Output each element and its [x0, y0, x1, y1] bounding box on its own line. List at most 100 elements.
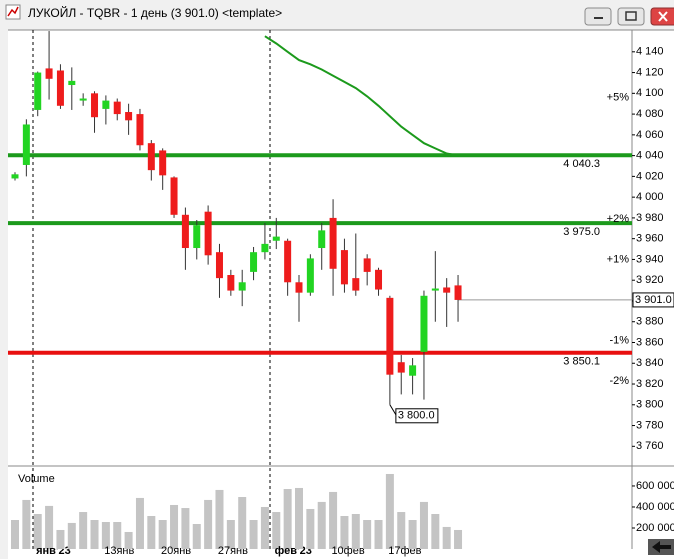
volume-bar: [363, 520, 372, 549]
y-tick-label: 3 780: [636, 419, 664, 431]
candle-body: [113, 101, 121, 115]
candle-body: [170, 177, 178, 215]
volume-bar: [374, 520, 383, 549]
volume-tick-label: 400 000: [636, 501, 674, 513]
y-tick-label: 3 760: [636, 440, 664, 452]
low-pointer: [389, 404, 397, 416]
close-icon: [658, 11, 668, 22]
percent-mark: +1%: [607, 253, 630, 265]
volume-bar: [329, 491, 338, 549]
candle-body: [204, 211, 212, 256]
candle-body: [363, 258, 371, 272]
level-label: 3 850.1: [563, 356, 600, 368]
y-tick-label: 3 820: [636, 378, 664, 390]
candle-body: [79, 98, 87, 101]
y-tick-label: 4 000: [636, 191, 664, 203]
y-tick-label: 4 060: [636, 129, 664, 141]
y-tick-label: 4 120: [636, 66, 664, 78]
volume-bar: [45, 505, 54, 549]
candle-body: [329, 217, 337, 269]
last-price-box: [632, 292, 674, 308]
y-tick-label: 4 080: [636, 108, 664, 120]
volume-bar: [113, 522, 122, 549]
y-tick-label: 4 040: [636, 150, 664, 162]
y-tick-label: 3 960: [636, 233, 664, 245]
y-tick-label: 3 840: [636, 357, 664, 369]
candle-body: [409, 365, 417, 376]
y-tick-label: 4 100: [636, 87, 664, 99]
volume-bar: [170, 504, 179, 549]
low-label-box: [395, 408, 439, 424]
y-tick-label: 3 920: [636, 274, 664, 286]
volume-bar: [238, 496, 247, 549]
window-icon-line: [7, 6, 19, 17]
volume-tick-label: 600 000: [636, 480, 674, 492]
y-tick-label: 4 140: [636, 46, 664, 58]
candle-body: [227, 275, 235, 291]
volume-bar: [79, 512, 88, 549]
candle-body: [125, 112, 133, 121]
candle-body: [181, 214, 189, 249]
candle-body: [318, 230, 326, 249]
volume-bar: [442, 526, 451, 549]
level-label: 3 975.0: [563, 226, 600, 238]
candle-body: [431, 288, 439, 291]
x-tick-label: янв'23: [36, 545, 71, 557]
volume-bar: [260, 506, 269, 549]
volume-bar: [101, 522, 110, 549]
volume-bar: [204, 499, 213, 549]
price-plot: [8, 31, 632, 405]
volume-bar: [124, 531, 133, 549]
window-title: ЛУКОЙЛ - TQBR - 1 день (3 901.0) <templa…: [28, 5, 282, 20]
candle-body: [295, 282, 303, 293]
minimize-button[interactable]: [584, 7, 612, 26]
volume-bar: [431, 514, 440, 549]
volume-bar: [158, 520, 167, 549]
candle-body: [34, 72, 42, 110]
minimize-icon: [594, 17, 603, 19]
low-label: 3 800.0: [398, 410, 435, 422]
candle-body: [306, 258, 314, 293]
volume-bar: [272, 512, 281, 549]
y-tick-label: 3 980: [636, 212, 664, 224]
volume-bar: [397, 512, 406, 549]
volume-bar: [56, 529, 65, 549]
y-tick-label: 3 940: [636, 253, 664, 265]
candle-body: [386, 297, 394, 375]
volume-bar: [181, 508, 190, 549]
candle-body: [91, 93, 99, 118]
candle-body: [159, 150, 167, 176]
volume-bar: [317, 501, 326, 549]
volume-bar: [306, 508, 315, 549]
volume-label: Volume: [18, 473, 55, 485]
volume-bar: [226, 520, 235, 549]
candle-body: [11, 174, 19, 179]
candle-body: [375, 269, 383, 290]
candle-body: [238, 282, 246, 291]
volume-bar: [249, 520, 258, 549]
candle-body: [147, 143, 155, 171]
volume-bar: [215, 489, 224, 549]
maximize-icon: [625, 11, 637, 21]
candle-body: [340, 250, 348, 285]
volume-bar: [147, 516, 156, 549]
percent-mark: -1%: [609, 334, 629, 346]
y-tick-label: 4 020: [636, 170, 664, 182]
volume-bar: [351, 514, 360, 549]
candle-body: [68, 80, 76, 86]
scroll-arrow: [652, 541, 671, 553]
moving-average: [264, 35, 459, 157]
y-tick-label: 3 800: [636, 399, 664, 411]
percent-mark: +5%: [607, 91, 630, 103]
candle-body: [102, 100, 110, 109]
volume-bar: [22, 499, 31, 549]
candle-body: [215, 252, 223, 279]
candle-body: [261, 243, 269, 253]
candle-body: [136, 114, 144, 146]
maximize-button[interactable]: [617, 7, 645, 26]
volume-bar: [408, 520, 417, 549]
volume-bar: [90, 520, 99, 549]
candle-body: [22, 124, 30, 165]
